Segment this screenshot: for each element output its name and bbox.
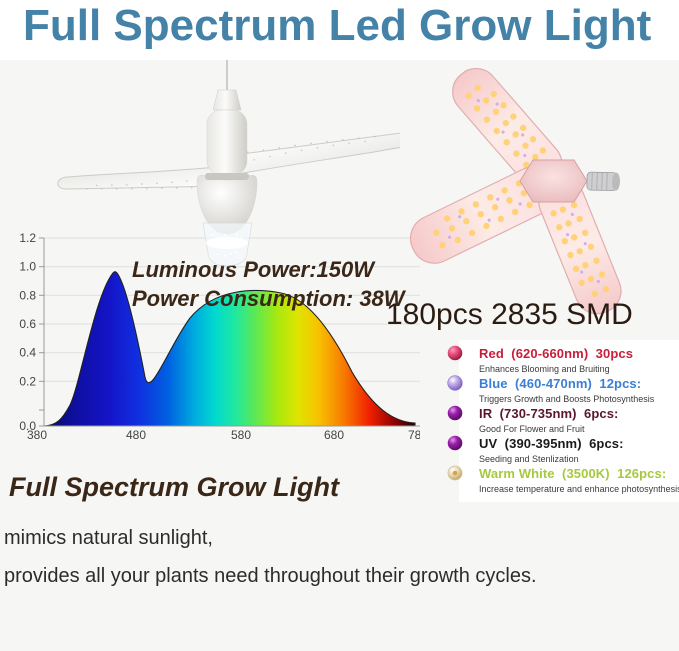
svg-text:0.2: 0.2	[19, 374, 36, 388]
svg-text:480: 480	[126, 428, 146, 440]
svg-text:680: 680	[324, 428, 344, 440]
svg-text:580: 580	[231, 428, 251, 440]
svg-text:780: 780	[408, 428, 420, 440]
svg-text:380: 380	[27, 428, 47, 440]
svg-text:0.4: 0.4	[19, 346, 36, 360]
